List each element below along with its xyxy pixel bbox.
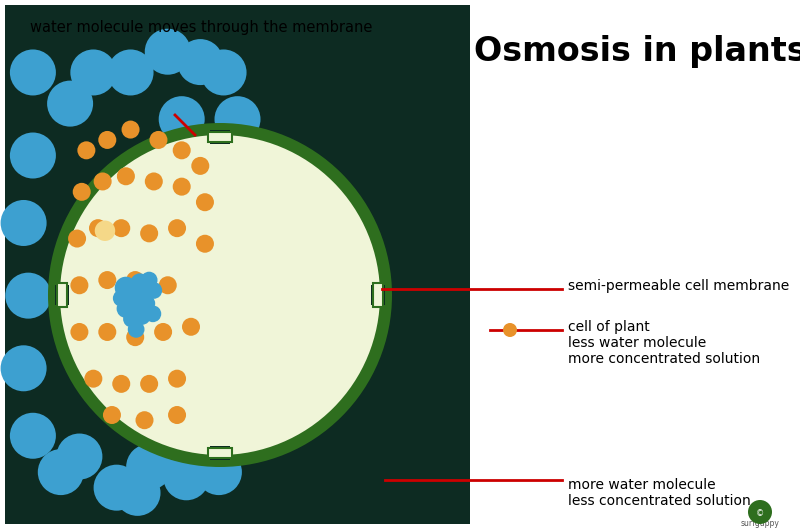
- Circle shape: [134, 308, 150, 325]
- Bar: [210, 130, 230, 144]
- Circle shape: [191, 157, 210, 175]
- Circle shape: [196, 235, 214, 253]
- Text: ©: ©: [756, 509, 764, 518]
- Circle shape: [98, 323, 116, 341]
- Bar: [373, 283, 383, 307]
- Circle shape: [89, 219, 107, 237]
- Circle shape: [503, 323, 517, 337]
- Bar: [210, 446, 230, 460]
- Circle shape: [145, 305, 162, 322]
- Circle shape: [68, 230, 86, 248]
- Circle shape: [73, 183, 90, 201]
- Circle shape: [114, 470, 161, 516]
- Circle shape: [6, 272, 51, 318]
- Circle shape: [123, 286, 142, 305]
- Circle shape: [70, 276, 89, 294]
- Circle shape: [163, 454, 210, 500]
- Circle shape: [60, 135, 380, 455]
- Circle shape: [214, 397, 261, 443]
- Circle shape: [112, 219, 130, 237]
- Circle shape: [201, 50, 246, 95]
- Circle shape: [103, 406, 121, 424]
- Circle shape: [173, 178, 190, 196]
- Circle shape: [229, 159, 274, 205]
- Circle shape: [128, 321, 145, 338]
- Circle shape: [134, 284, 153, 303]
- Circle shape: [10, 413, 56, 459]
- Circle shape: [140, 375, 158, 393]
- Circle shape: [113, 290, 130, 307]
- Text: semi-permeable cell membrane: semi-permeable cell membrane: [568, 279, 790, 293]
- Bar: [208, 448, 232, 458]
- Circle shape: [123, 311, 140, 327]
- Circle shape: [70, 50, 116, 95]
- Circle shape: [94, 464, 139, 510]
- Circle shape: [140, 224, 158, 242]
- Circle shape: [38, 449, 84, 495]
- Text: water molecule moves through the membrane: water molecule moves through the membran…: [30, 20, 372, 35]
- Circle shape: [196, 449, 242, 495]
- Circle shape: [196, 193, 214, 211]
- Circle shape: [56, 434, 102, 479]
- Text: surfguppy: surfguppy: [741, 519, 779, 528]
- Bar: [208, 132, 232, 142]
- Circle shape: [168, 219, 186, 237]
- Circle shape: [10, 50, 56, 95]
- Circle shape: [233, 226, 279, 272]
- Circle shape: [107, 50, 154, 95]
- Circle shape: [126, 444, 172, 490]
- Circle shape: [114, 277, 137, 299]
- Circle shape: [154, 323, 172, 341]
- Circle shape: [150, 131, 167, 149]
- Circle shape: [94, 172, 112, 190]
- Circle shape: [178, 143, 223, 189]
- Circle shape: [117, 167, 135, 185]
- Circle shape: [78, 141, 95, 159]
- Circle shape: [10, 132, 56, 178]
- Circle shape: [1, 345, 46, 391]
- Circle shape: [48, 123, 392, 467]
- Circle shape: [135, 411, 154, 429]
- Bar: [5, 5, 470, 524]
- Circle shape: [158, 276, 177, 294]
- Circle shape: [178, 39, 223, 85]
- Text: cell of plant
less water molecule
more concentrated solution: cell of plant less water molecule more c…: [568, 320, 760, 367]
- Circle shape: [141, 272, 158, 288]
- Bar: [371, 285, 385, 305]
- Text: more water molecule
less concentrated solution: more water molecule less concentrated so…: [568, 478, 750, 508]
- Circle shape: [70, 323, 89, 341]
- Circle shape: [98, 131, 116, 149]
- Circle shape: [117, 299, 135, 318]
- Circle shape: [127, 297, 146, 315]
- Circle shape: [145, 29, 190, 75]
- Text: Osmosis in plants: Osmosis in plants: [474, 35, 800, 68]
- Circle shape: [94, 221, 115, 241]
- Circle shape: [98, 271, 116, 289]
- Circle shape: [126, 328, 144, 346]
- Circle shape: [168, 370, 186, 388]
- Circle shape: [146, 282, 162, 299]
- Circle shape: [122, 121, 139, 139]
- Circle shape: [173, 141, 190, 159]
- Circle shape: [1, 200, 46, 246]
- Circle shape: [112, 375, 130, 393]
- Circle shape: [214, 96, 261, 142]
- Circle shape: [47, 80, 93, 126]
- Circle shape: [138, 295, 155, 312]
- Circle shape: [168, 406, 186, 424]
- Circle shape: [130, 273, 149, 292]
- Circle shape: [748, 500, 772, 524]
- Circle shape: [229, 324, 274, 370]
- Circle shape: [84, 370, 102, 388]
- Circle shape: [126, 271, 144, 289]
- Circle shape: [145, 172, 163, 190]
- Bar: [57, 283, 67, 307]
- Bar: [55, 285, 69, 305]
- Circle shape: [182, 318, 200, 336]
- Circle shape: [158, 96, 205, 142]
